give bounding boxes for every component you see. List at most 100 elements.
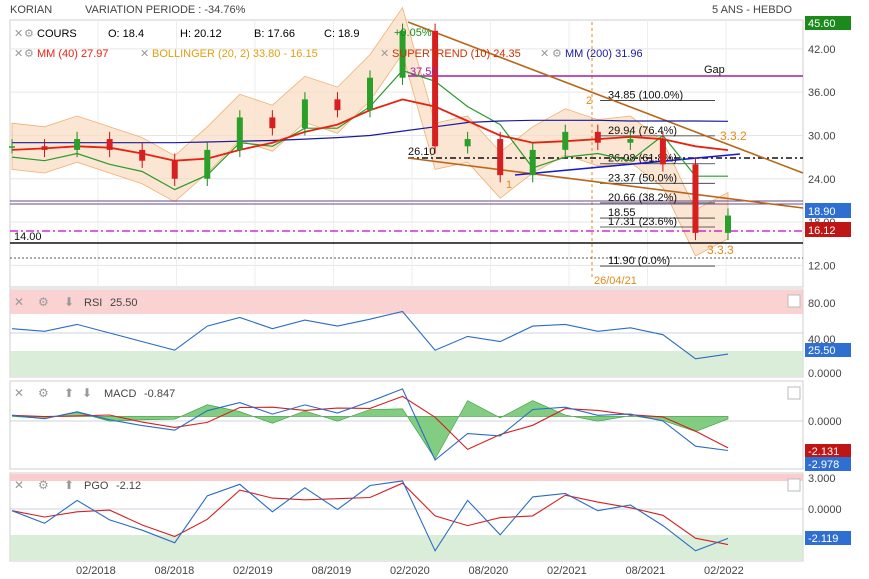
candle-body xyxy=(334,99,341,111)
y-tick-label: 36.00 xyxy=(808,87,836,99)
date-marker-annotation: 26/04/21 xyxy=(594,275,637,287)
fib-level-label: 18.55 xyxy=(608,207,636,219)
trendline-lower xyxy=(407,157,804,209)
trendline-upper xyxy=(407,21,804,174)
legend-open: O: 18.4 xyxy=(108,28,144,40)
period-label[interactable]: 5 ANS - HEBDO xyxy=(712,4,793,16)
pgo-ytick-3: 3.000 xyxy=(808,473,836,485)
macd-badge-signal: -2.131 xyxy=(805,444,851,458)
candle-body xyxy=(562,131,569,150)
candle-body xyxy=(236,117,243,150)
rsi-value: 25.50 xyxy=(110,297,138,309)
fib-level-label: 29.94 (76.4%) xyxy=(608,125,677,137)
x-tick-label: 08/2019 xyxy=(312,565,352,577)
x-tick-label: 02/2022 xyxy=(704,565,744,577)
legend-close: C: 18.9 xyxy=(324,28,359,40)
candle-body xyxy=(204,149,211,179)
fib-level-label: 34.85 (100.0%) xyxy=(608,89,683,101)
arrow-down-icon[interactable]: ⬇ xyxy=(64,295,74,309)
gap-annotation: Gap xyxy=(704,64,725,76)
price-badge-top: 45.60 xyxy=(805,16,851,30)
svg-text:-2.119: -2.119 xyxy=(808,533,838,545)
svg-text:-2.131: -2.131 xyxy=(808,446,839,458)
ticker-label: KORIAN xyxy=(10,4,53,16)
fib-level-label: 11.90 (0.0%) xyxy=(608,255,670,267)
wave-333-annotation: 3.3.3 xyxy=(707,243,734,257)
close-icon[interactable]: ✕ xyxy=(14,28,23,40)
arrow-up-icon[interactable]: ⬆ xyxy=(64,478,74,492)
fib-level-label: 20.66 (38.2%) xyxy=(608,192,677,204)
candle-body xyxy=(464,139,471,147)
fibonacci-lines: 34.85 (100.0%)29.94 (76.4%)26.08 (61.8%)… xyxy=(600,89,715,267)
gear-icon[interactable]: ⚙ xyxy=(38,295,49,309)
pgo-label: PGO xyxy=(84,480,109,492)
wave-2-annotation: 2 xyxy=(586,95,592,107)
x-tick-label: 08/2018 xyxy=(155,565,195,577)
legend-bollinger: BOLLINGER (20, 2) 33.80 - 16.15 xyxy=(152,48,318,60)
svg-text:-2.978: -2.978 xyxy=(808,459,839,471)
gear-icon[interactable]: ⚙ xyxy=(552,48,562,60)
candle-body xyxy=(659,139,666,165)
candle-body xyxy=(529,149,536,176)
macd-label: MACD xyxy=(104,388,136,400)
rsi-ytick-80: 80.00 xyxy=(808,298,836,310)
legend-mm40: MM (40) 27.97 xyxy=(37,48,109,60)
pgo-panel-toggle[interactable] xyxy=(787,478,801,492)
gear-icon[interactable]: ⚙ xyxy=(38,478,49,492)
close-icon[interactable]: ✕ xyxy=(140,48,149,60)
macd-signal-line xyxy=(11,395,729,451)
close-icon[interactable]: ✕ xyxy=(380,48,389,60)
candle-body xyxy=(692,164,699,233)
svg-text:45.60: 45.60 xyxy=(808,18,836,30)
pgo-value: -2.12 xyxy=(116,480,141,492)
macd-value: -0.847 xyxy=(144,388,175,400)
gear-icon[interactable]: ⚙ xyxy=(24,48,34,60)
level-2610-annotation: 26.10 xyxy=(408,146,436,158)
macd-panel: ✕ ⚙ ⬆ ⬇ MACD -0.847 0.0000 -2.131 -2.978 xyxy=(9,380,851,471)
pct-top-annotation: +0.05% xyxy=(394,27,432,39)
close-icon[interactable]: ✕ xyxy=(14,386,24,400)
gear-icon[interactable]: ⚙ xyxy=(38,386,49,400)
candle-body xyxy=(301,99,308,129)
x-tick-label: 02/2018 xyxy=(76,565,116,577)
rsi-ytick-0: 0.0000 xyxy=(808,368,842,380)
y-tick-label: 24.00 xyxy=(808,174,836,186)
price-37-annotation: 37.50 xyxy=(410,66,438,78)
x-tick-label: 02/2021 xyxy=(547,565,587,577)
legend-mm200: MM (200) 31.96 xyxy=(565,48,643,60)
candle-body xyxy=(594,131,601,143)
macd-line xyxy=(11,388,729,461)
close-icon[interactable]: ✕ xyxy=(14,295,24,309)
rsi-panel-toggle[interactable] xyxy=(787,294,801,308)
macd-panel-toggle[interactable] xyxy=(787,386,801,400)
gear-icon[interactable]: ⚙ xyxy=(24,28,34,40)
y-tick-label: 42.00 xyxy=(808,44,836,56)
pgo-ytick-0: 0.0000 xyxy=(808,504,842,516)
arrow-down-icon[interactable]: ⬇ xyxy=(82,386,92,400)
macd-badge-line: -2.978 xyxy=(805,457,851,471)
candle-body xyxy=(106,139,113,150)
x-tick-label: 08/2020 xyxy=(469,565,509,577)
close-icon[interactable]: ✕ xyxy=(14,478,24,492)
candle-body xyxy=(725,215,731,233)
candle-body xyxy=(9,146,15,148)
legend-row-2: ✕ ⚙ MM (40) 27.97 ✕ BOLLINGER (20, 2) 33… xyxy=(14,48,643,60)
x-tick-label: 08/2021 xyxy=(626,565,666,577)
legend-low: B: 17.66 xyxy=(254,28,295,40)
price-candles xyxy=(9,23,731,241)
svg-text:25.50: 25.50 xyxy=(808,345,836,357)
price-badge-low: 16.12 xyxy=(805,222,851,237)
close-icon[interactable]: ✕ xyxy=(540,48,549,60)
mm200-line xyxy=(12,119,729,144)
candle-body xyxy=(627,139,634,143)
close-icon[interactable]: ✕ xyxy=(14,48,23,60)
pgo-line xyxy=(11,480,729,552)
candle-body xyxy=(74,139,81,150)
price-badge-close: 18.90 xyxy=(805,203,851,218)
rsi-line xyxy=(11,310,729,360)
arrow-up-icon[interactable]: ⬆ xyxy=(64,386,74,400)
